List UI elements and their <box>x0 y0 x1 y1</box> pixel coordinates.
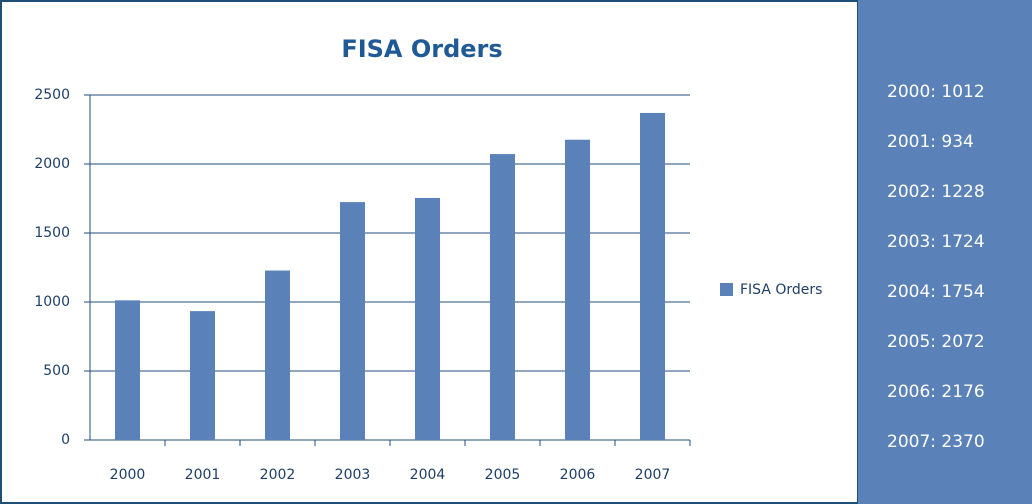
x-tick-label: 2007 <box>635 467 671 483</box>
x-tick-label: 2000 <box>110 467 146 483</box>
y-tick-label: 500 <box>43 363 70 379</box>
legend-label: FISA Orders <box>740 282 822 298</box>
y-tick-label: 2000 <box>34 156 70 172</box>
x-tick-label: 2006 <box>560 467 596 483</box>
side-panel <box>858 0 1032 504</box>
chart-title: FISA Orders <box>341 35 502 63</box>
panel-value: 2000: 1012 <box>887 82 985 102</box>
y-tick-label: 0 <box>61 432 70 448</box>
panel-value: 2007: 2370 <box>887 432 985 452</box>
bar <box>415 197 440 440</box>
bar <box>490 154 515 440</box>
bar <box>115 300 140 440</box>
y-tick-label: 1000 <box>34 294 70 310</box>
bar <box>640 112 665 440</box>
panel-value: 2002: 1228 <box>887 182 985 202</box>
y-tick-label: 2500 <box>34 87 70 103</box>
panel-value: 2003: 1724 <box>887 232 985 252</box>
bar <box>340 202 365 440</box>
panel-value: 2006: 2176 <box>887 382 985 402</box>
bar <box>565 139 590 440</box>
legend-swatch <box>720 283 733 296</box>
bar <box>190 311 215 440</box>
y-tick-label: 1500 <box>34 225 70 241</box>
panel-value: 2004: 1754 <box>887 282 985 302</box>
x-tick-label: 2003 <box>335 467 371 483</box>
x-tick-label: 2005 <box>485 467 521 483</box>
x-tick-label: 2001 <box>185 467 221 483</box>
x-tick-label: 2004 <box>410 467 446 483</box>
x-tick-label: 2002 <box>260 467 296 483</box>
panel-value: 2005: 2072 <box>887 332 985 352</box>
bar <box>265 270 290 440</box>
panel-value: 2001: 934 <box>887 132 974 152</box>
